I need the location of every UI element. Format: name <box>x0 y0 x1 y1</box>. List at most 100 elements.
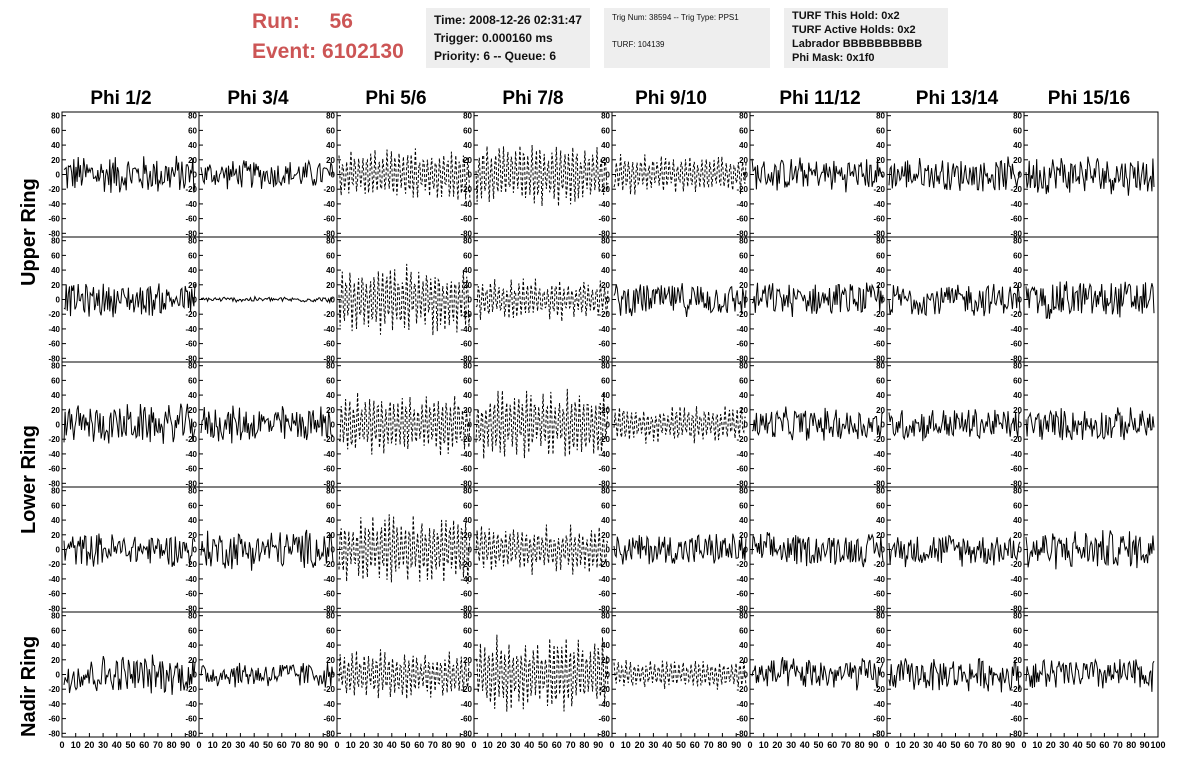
y-tick-label: 40 <box>876 516 885 525</box>
y-tick-label: 20 <box>1013 406 1022 415</box>
x-tick-label: 20 <box>909 740 919 750</box>
run-value: 56 <box>329 10 353 33</box>
y-tick-label: 40 <box>876 141 885 150</box>
y-tick-label: 40 <box>601 516 610 525</box>
panel-frame <box>61 361 200 488</box>
y-tick-label: 0 <box>56 421 61 430</box>
y-tick-label: 60 <box>463 501 472 510</box>
x-tick-label: 70 <box>1113 740 1123 750</box>
y-tick-label: 40 <box>601 141 610 150</box>
y-tick-label: -60 <box>1010 715 1022 724</box>
y-tick-label: 80 <box>326 487 335 496</box>
y-tick-label: 80 <box>463 612 472 621</box>
y-tick-label: -80 <box>1010 604 1022 613</box>
y-tick-label: 0 <box>1018 171 1023 180</box>
y-tick-label: 20 <box>326 281 335 290</box>
y-tick-label: 40 <box>188 391 197 400</box>
y-tick-label: 80 <box>463 237 472 246</box>
y-tick-label: -80 <box>736 604 748 613</box>
x-tick-label: 20 <box>772 740 782 750</box>
y-tick-label: 60 <box>876 626 885 635</box>
run-event-box: Run: 56 Event: 6102130 <box>252 8 422 68</box>
waveform-trace <box>888 534 1021 568</box>
x-tick-label: 20 <box>222 740 232 750</box>
x-tick-label: 50 <box>538 740 548 750</box>
y-tick-label: -60 <box>323 465 335 474</box>
y-tick-label: 20 <box>188 406 197 415</box>
y-tick-label: 40 <box>463 266 472 275</box>
y-tick-label: 60 <box>601 251 610 260</box>
run-label: Run: <box>252 10 300 33</box>
y-tick-label: 60 <box>463 626 472 635</box>
waveform-trace <box>63 533 196 568</box>
x-tick-label: 60 <box>277 740 287 750</box>
y-tick-label: -80 <box>185 354 197 363</box>
y-tick-label: 20 <box>51 531 60 540</box>
x-tick-label: 70 <box>428 740 438 750</box>
waveform-trace <box>888 409 1021 442</box>
column-header-phi-3-4: Phi 3/4 <box>227 88 289 109</box>
x-tick-label: 10 <box>1032 740 1042 750</box>
y-tick-label: -40 <box>48 575 60 584</box>
y-tick-label: -60 <box>598 465 610 474</box>
y-tick-label: 80 <box>876 362 885 371</box>
y-tick-label: -60 <box>1010 215 1022 224</box>
column-header-phi-1-2: Phi 1/2 <box>90 88 152 109</box>
x-tick-label: 80 <box>717 740 727 750</box>
y-tick-label: -80 <box>323 479 335 488</box>
panel-frame <box>1023 611 1159 738</box>
y-tick-label: 40 <box>326 391 335 400</box>
y-tick-label: 60 <box>51 251 60 260</box>
y-tick-label: -40 <box>185 200 197 209</box>
y-tick-label: 20 <box>876 531 885 540</box>
x-tick-label: 0 <box>196 740 201 750</box>
x-tick-label: 40 <box>112 740 122 750</box>
y-tick-label: -80 <box>598 354 610 363</box>
y-tick-label: 20 <box>51 406 60 415</box>
y-tick-label: -40 <box>460 575 472 584</box>
panel-frame <box>611 236 751 363</box>
y-tick-label: -20 <box>598 560 610 569</box>
y-tick-label: -20 <box>598 435 610 444</box>
y-tick-label: 80 <box>601 237 610 246</box>
y-tick-label: -60 <box>185 590 197 599</box>
y-tick-label: -20 <box>1010 560 1022 569</box>
y-tick-label: 0 <box>744 171 749 180</box>
waveform-trace <box>888 283 1021 317</box>
y-tick-label: -40 <box>598 450 610 459</box>
y-tick-label: -20 <box>185 310 197 319</box>
y-tick-label: 20 <box>601 281 610 290</box>
y-tick-label: -20 <box>185 685 197 694</box>
y-tick-label: 20 <box>51 656 60 665</box>
x-tick-label: 50 <box>813 740 823 750</box>
y-tick-label: -20 <box>1010 185 1022 194</box>
y-tick-label: 0 <box>468 171 473 180</box>
y-tick-label: -80 <box>185 604 197 613</box>
y-tick-label: 0 <box>1018 296 1023 305</box>
y-tick-label: 80 <box>739 112 748 121</box>
y-tick-label: 40 <box>188 141 197 150</box>
waveform-trace <box>751 532 884 568</box>
waveform-trace <box>1025 658 1155 692</box>
x-tick-label: 90 <box>1140 740 1150 750</box>
y-tick-label: 20 <box>326 531 335 540</box>
panel-frame <box>749 611 888 738</box>
y-tick-label: 20 <box>601 156 610 165</box>
y-tick-label: -80 <box>48 229 60 238</box>
y-tick-label: 20 <box>1013 281 1022 290</box>
y-tick-label: 60 <box>876 126 885 135</box>
y-tick-label: -20 <box>48 685 60 694</box>
y-tick-label: 20 <box>463 531 472 540</box>
run-line: Run: 56 <box>252 10 353 34</box>
y-tick-label: 20 <box>601 656 610 665</box>
x-tick-label: 10 <box>483 740 493 750</box>
waveform-trace <box>475 388 609 459</box>
y-tick-label: 0 <box>56 171 61 180</box>
y-tick-label: -40 <box>736 700 748 709</box>
x-tick-label: 30 <box>98 740 108 750</box>
y-tick-label: 80 <box>326 237 335 246</box>
y-tick-label: -80 <box>873 229 885 238</box>
y-tick-label: 80 <box>51 487 60 496</box>
y-tick-label: -80 <box>873 729 885 738</box>
waveform-trace <box>63 155 196 193</box>
